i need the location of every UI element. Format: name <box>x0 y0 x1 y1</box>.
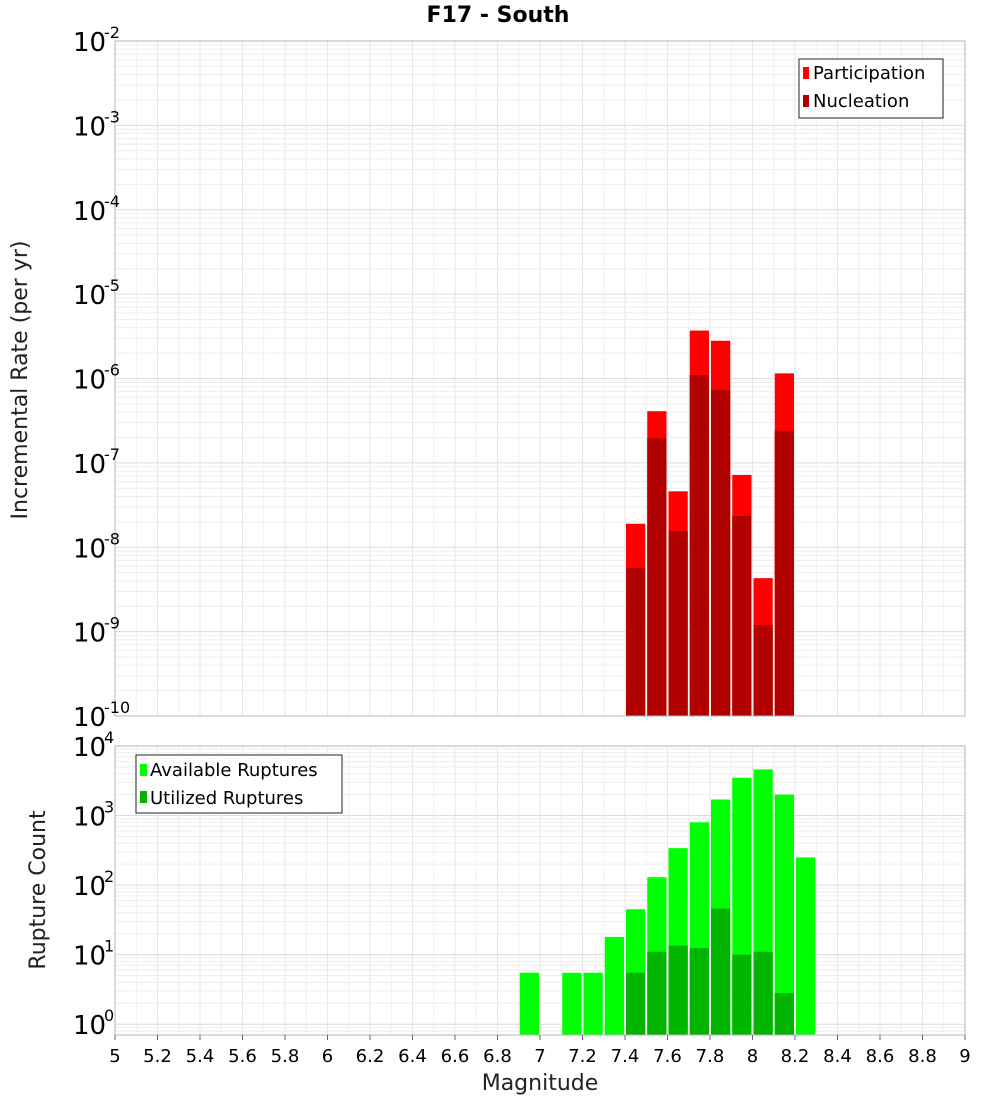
x-tick-label: 8.6 <box>866 1046 895 1067</box>
y-tick-label-exponent: -4 <box>104 192 120 211</box>
y-tick-label-base: 10 <box>73 366 106 396</box>
x-tick-label: 7.2 <box>568 1046 597 1067</box>
y-tick-label-base: 10 <box>73 534 106 564</box>
legend-swatch-nucleation <box>803 95 809 107</box>
bar-available-ruptures <box>562 972 582 1035</box>
bottom-y-axis-label: Rupture Count <box>26 810 51 970</box>
bar-available-ruptures <box>604 936 624 1035</box>
y-tick-label-base: 10 <box>73 450 106 480</box>
bar-available-ruptures <box>774 794 794 1035</box>
x-tick-label: 8.4 <box>823 1046 852 1067</box>
bar-utilized-ruptures <box>626 972 646 1035</box>
x-tick-label: 5.2 <box>143 1046 172 1067</box>
bottom-bars <box>519 769 816 1035</box>
y-tick-label-base: 10 <box>73 112 106 142</box>
bar-available-ruptures <box>583 972 603 1035</box>
x-tick-label: 5 <box>109 1046 120 1067</box>
y-tick-label-base: 10 <box>73 872 106 902</box>
bar-nucleation <box>711 390 731 716</box>
legend-label-participation: Participation <box>813 63 925 84</box>
y-tick-label-base: 10 <box>73 281 106 311</box>
x-tick-label: 6.4 <box>398 1046 427 1067</box>
top-grid <box>114 40 966 717</box>
x-tick-label: 9 <box>959 1046 970 1067</box>
bar-utilized-ruptures <box>753 951 773 1035</box>
y-tick-label-exponent: 1 <box>104 937 114 956</box>
y-tick-label-exponent: -10 <box>104 698 130 717</box>
chart-title: F17 - South <box>427 3 570 28</box>
bar-utilized-ruptures <box>647 951 667 1035</box>
bar-utilized-ruptures <box>774 993 794 1035</box>
y-tick-label-base: 10 <box>73 942 106 972</box>
x-tick-label: 6.8 <box>483 1046 512 1067</box>
x-axis-label: Magnitude <box>482 1071 599 1096</box>
top-plot-frame <box>114 40 966 717</box>
bar-nucleation <box>647 438 667 716</box>
legend-label-nucleation: Nucleation <box>813 91 909 112</box>
x-tick-label: 5.6 <box>228 1046 257 1067</box>
y-tick-label-exponent: -5 <box>104 276 120 295</box>
x-tick-label: 5.4 <box>186 1046 215 1067</box>
y-tick-label-exponent: -8 <box>104 529 120 548</box>
x-tick-label: 8 <box>747 1046 758 1067</box>
bar-nucleation <box>626 567 646 716</box>
bar-nucleation <box>689 375 709 716</box>
x-tick-label: 7.6 <box>653 1046 682 1067</box>
y-tick-label-exponent: 0 <box>104 1006 114 1025</box>
x-tick-label: 5.8 <box>271 1046 300 1067</box>
y-tick-label-exponent: -2 <box>104 23 120 42</box>
top-bars <box>626 330 794 716</box>
x-tick-label: 6.6 <box>441 1046 470 1067</box>
y-tick-label-exponent: -3 <box>104 107 120 126</box>
y-tick-label-exponent: 2 <box>104 867 114 886</box>
bar-utilized-ruptures <box>668 945 688 1035</box>
y-tick-label-exponent: 4 <box>104 728 114 747</box>
y-tick-label-base: 10 <box>73 197 106 227</box>
legend-swatch-available <box>140 764 147 776</box>
x-tick-label: 7.4 <box>611 1046 640 1067</box>
x-tick-label: 7.8 <box>696 1046 725 1067</box>
x-tick-label: 6.2 <box>356 1046 385 1067</box>
y-tick-label-exponent: 3 <box>104 798 114 817</box>
legend-swatch-participation <box>803 67 809 79</box>
legend-label-available: Available Ruptures <box>150 760 318 781</box>
x-tick-label: 8.2 <box>781 1046 810 1067</box>
y-tick-label-exponent: -6 <box>104 361 120 380</box>
y-tick-label-base: 10 <box>73 619 106 649</box>
bar-utilized-ruptures <box>732 954 752 1035</box>
bar-nucleation <box>753 624 773 716</box>
x-tick-label: 8.8 <box>908 1046 937 1067</box>
top-y-axis-label: Incremental Rate (per yr) <box>8 241 33 520</box>
bar-available-ruptures <box>519 972 539 1035</box>
x-tick-label: 7 <box>534 1046 545 1067</box>
y-tick-label-base: 10 <box>73 803 106 833</box>
bottom-legend-box <box>135 754 343 814</box>
y-tick-label-base: 10 <box>73 733 106 763</box>
bottom-legend: Available Ruptures Utilized Ruptures <box>135 754 343 814</box>
bar-nucleation <box>732 515 752 716</box>
y-tick-label-base: 10 <box>73 703 106 733</box>
bar-nucleation <box>668 531 688 716</box>
x-tick-label: 6 <box>322 1046 333 1067</box>
x-tick-labels: 5 5.2 5.4 5.6 5.8 6 6.2 6.4 6.6 6.8 7 7.2 7.4 7.6 7.8 8… <box>109 1035 971 1067</box>
y-tick-label-exponent: -7 <box>104 445 120 464</box>
top-legend: Participation Nucleation <box>798 58 944 119</box>
bar-available-ruptures <box>796 857 816 1035</box>
y-tick-label-base: 10 <box>73 1011 106 1041</box>
legend-label-utilized: Utilized Ruptures <box>150 788 303 809</box>
bar-nucleation <box>774 430 794 716</box>
legend-swatch-utilized <box>140 791 147 803</box>
y-tick-label-base: 10 <box>73 28 106 58</box>
y-tick-label-exponent: -9 <box>104 614 120 633</box>
bar-utilized-ruptures <box>689 947 709 1035</box>
bar-utilized-ruptures <box>711 908 731 1035</box>
top-legend-box <box>798 58 944 119</box>
